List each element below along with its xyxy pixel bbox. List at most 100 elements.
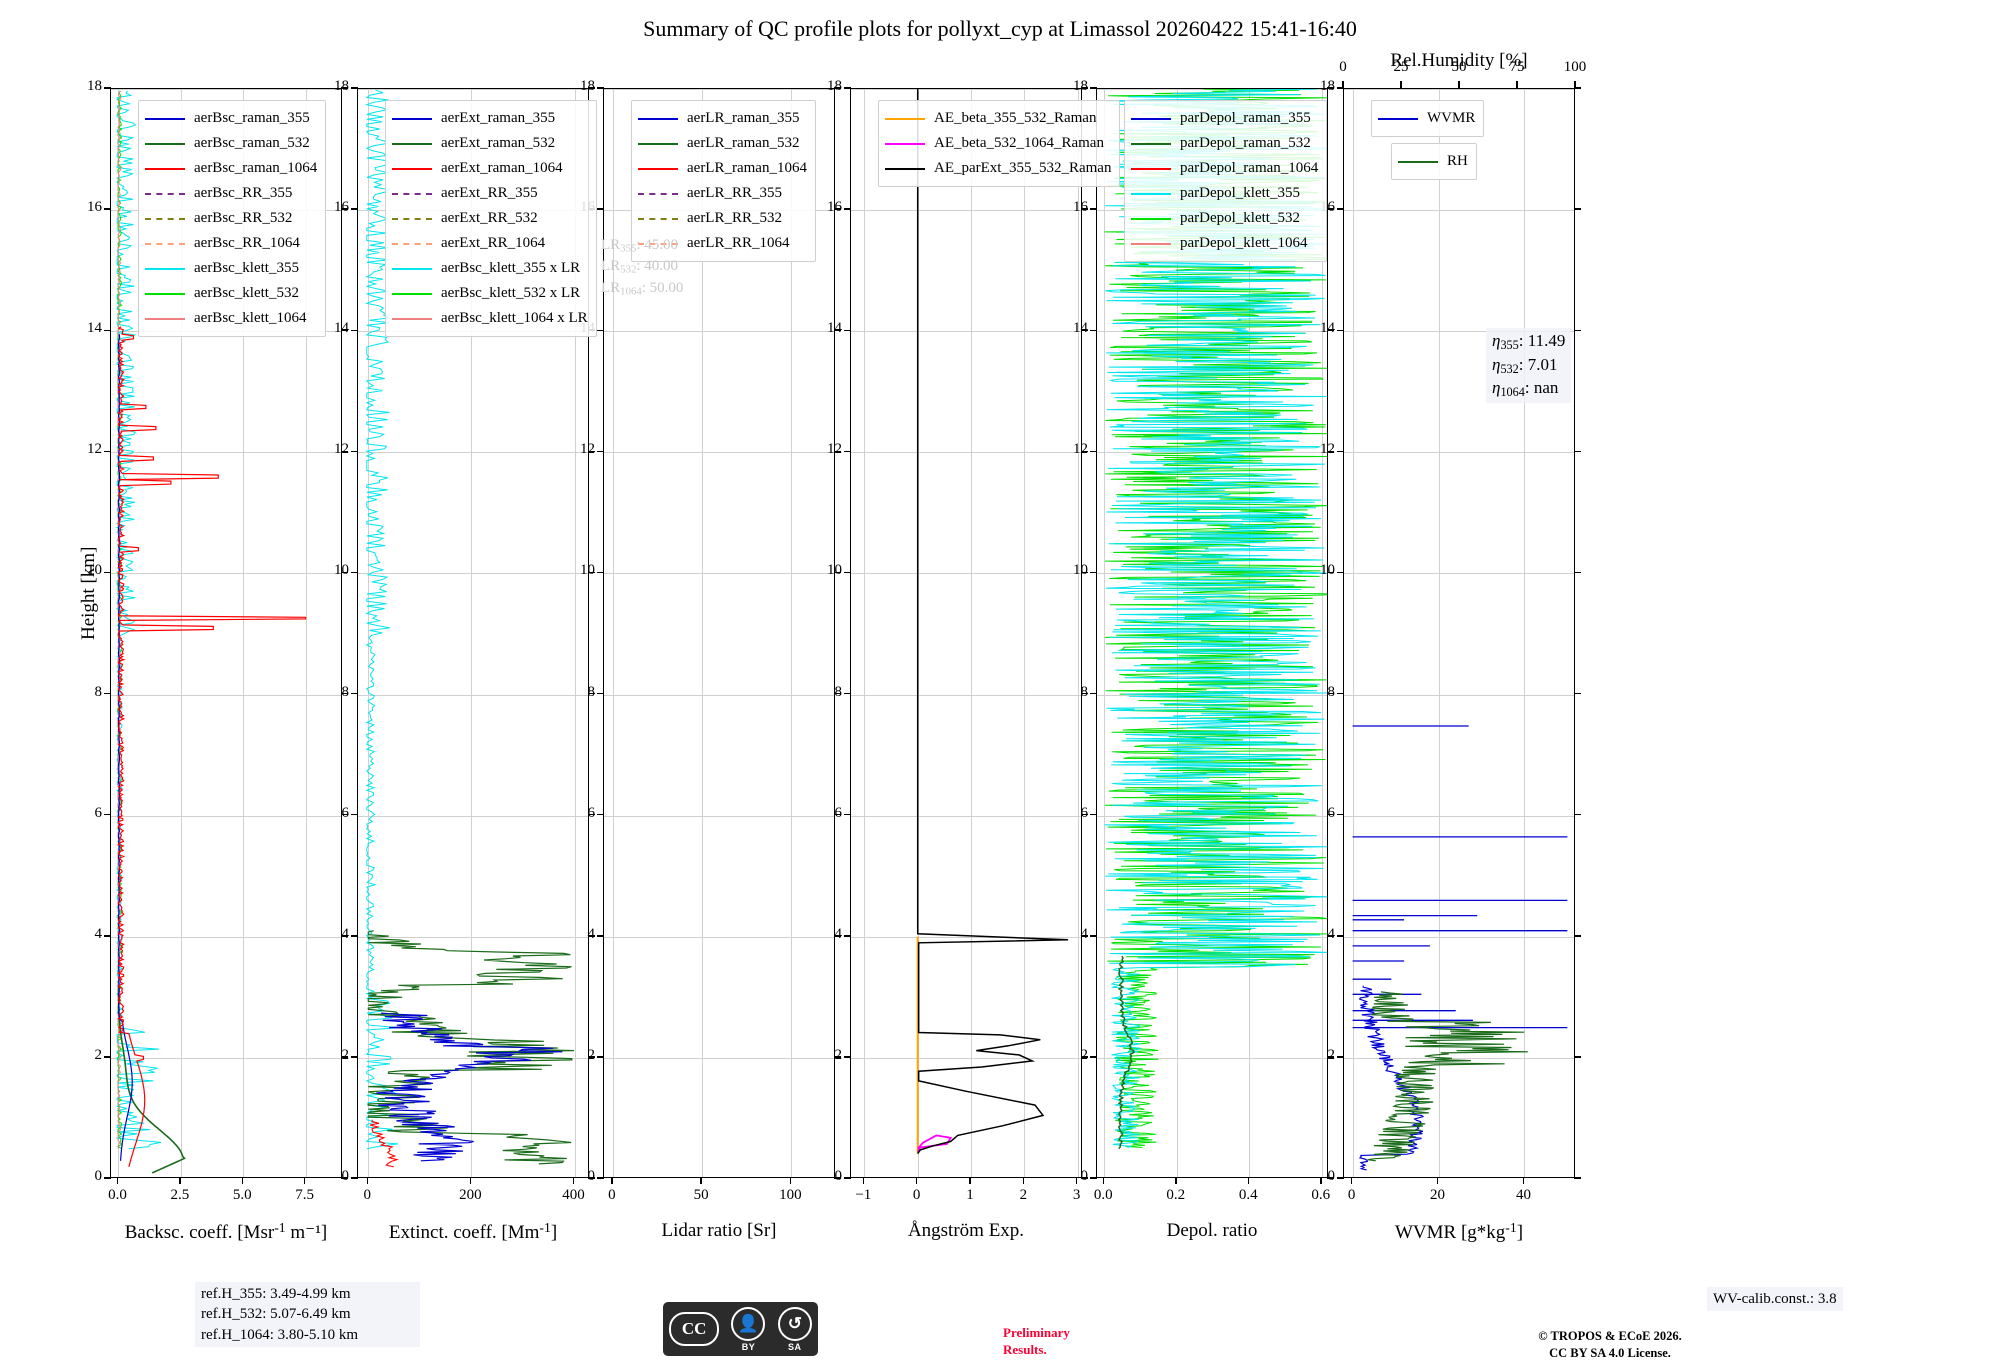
legend-item[interactable]: aerLR_RR_532 [638,206,807,231]
legend-item[interactable]: aerBsc_raman_1064 [145,156,317,181]
legend-item[interactable]: aerExt_raman_532 [392,131,588,156]
legend-item[interactable]: WVMR [1378,106,1475,131]
y-tick-mark [834,692,841,695]
legend-item[interactable]: aerExt_RR_1064 [392,231,588,256]
legend-label: AE_beta_355_532_Raman [934,110,1097,126]
y-tick-mark [1081,935,1088,937]
y-tick-mark [1090,935,1097,937]
legend-item[interactable]: AE_beta_532_1064_Raman [885,131,1111,156]
legend-color-swatch [145,167,185,170]
legend-item[interactable]: aerBsc_RR_355 [145,181,317,206]
legend-item[interactable]: aerBsc_raman_355 [145,106,317,131]
legend-item[interactable]: aerExt_raman_355 [392,106,588,131]
cc-by-label: BY [741,1341,756,1352]
legend-item[interactable]: aerBsc_RR_532 [145,206,317,231]
legend-item[interactable]: AE_beta_355_532_Raman [885,106,1111,131]
y-tick-label: 2 [834,1046,843,1063]
legend-item[interactable]: aerBsc_klett_355 x LR [392,256,588,281]
legend-label: parDepol_raman_1064 [1180,160,1319,176]
legend-item[interactable]: parDepol_klett_532 [1131,206,1318,231]
y-tick-mark [1337,329,1344,332]
x-tick-mark [116,1177,119,1184]
legend-color-swatch [145,267,185,270]
y-tick-mark [104,329,111,332]
legend-label: aerLR_raman_532 [687,135,800,151]
gridline-horizontal [604,694,834,696]
legend-color-swatch [145,292,185,295]
legend-wvmr-rh[interactable]: RH [1391,143,1477,180]
legend-item[interactable]: aerExt_RR_355 [392,181,588,206]
legend-item[interactable]: AE_parExt_355_532_Raman [885,156,1111,181]
legend-depol-ratio[interactable]: parDepol_raman_355 parDepol_raman_532 parD… [1124,100,1328,262]
y-tick-mark [351,935,358,937]
gridline-vertical [471,89,473,1177]
legend-wvmr[interactable]: WVMR [1371,100,1485,137]
x-tick-label: 0 [912,1187,921,1203]
legend-item[interactable]: aerLR_raman_532 [638,131,807,156]
gridline-horizontal [604,815,834,817]
y-tick-mark [1337,813,1344,816]
y-tick-label: 6 [587,804,596,821]
x-tick-label: 0.0 [1093,1187,1113,1203]
legend-item[interactable]: RH [1398,149,1468,174]
legend-extinction[interactable]: aerExt_raman_355 aerExt_raman_532 aerExt_r… [385,100,597,337]
cc-license-badge[interactable]: CC 👤 BY ↺ SA [663,1302,818,1356]
legend-label: parDepol_raman_532 [1180,135,1311,151]
y-tick-mark [597,813,604,816]
eta-annotation-line: η355: 11.49 [1492,331,1566,353]
legend-item[interactable]: parDepol_raman_1064 [1131,156,1318,181]
y-tick-mark [834,208,841,210]
legend-item[interactable]: aerBsc_RR_1064 [145,231,317,256]
legend-color-swatch [145,142,185,145]
y-tick-mark [1337,1177,1344,1179]
legend-item[interactable]: aerBsc_klett_532 [145,281,317,306]
y-tick-label: 16 [1073,199,1088,216]
y-tick-mark [1090,813,1097,816]
legend-item[interactable]: aerBsc_klett_532 x LR [392,281,588,306]
legend-item[interactable]: aerExt_RR_532 [392,206,588,231]
y-tick-label: 2 [587,1046,596,1063]
y-tick-label: 12 [1073,441,1088,458]
legend-label: parDepol_raman_355 [1180,110,1311,126]
legend-item[interactable]: aerExt_raman_1064 [392,156,588,181]
y-tick-mark [1574,692,1581,695]
legend-item[interactable]: aerBsc_klett_1064 x LR [392,306,588,331]
legend-label: aerBsc_klett_355 x LR [441,260,581,276]
legend-item[interactable]: aerBsc_klett_355 [145,256,317,281]
legend-angstrom[interactable]: AE_beta_355_532_Raman AE_beta_532_1064_Ra… [878,100,1121,187]
legend-lidar-ratio[interactable]: aerLR_raman_355 aerLR_raman_532 aerLR_rama… [631,100,816,262]
legend-label: aerLR_RR_532 [687,210,782,226]
gridline-horizontal [111,573,341,575]
legend-color-swatch [1131,142,1171,145]
legend-item[interactable]: parDepol_raman_532 [1131,131,1318,156]
legend-item[interactable]: parDepol_klett_355 [1131,181,1318,206]
lr-assumed-annotation: LR355: 45.00 LR532: 40.00 LR1064: 50.00 [595,233,689,301]
legend-item[interactable]: parDepol_raman_355 [1131,106,1318,131]
ref-height-1064: ref.H_1064: 3.80-5.10 km [201,1326,359,1343]
legend-backscatter[interactable]: aerBsc_raman_355 aerBsc_raman_532 aerBsc_r… [138,100,327,337]
legend-color-swatch [638,142,678,145]
eta-annotation-line: η532: 7.01 [1492,354,1558,376]
legend-item[interactable]: aerLR_RR_1064 [638,231,807,256]
y-tick-mark [597,692,604,695]
y-tick-mark [1574,935,1581,937]
gridline-vertical [1024,89,1026,1177]
legend-item[interactable]: aerLR_raman_1064 [638,156,807,181]
y-tick-mark [341,87,348,89]
y-tick-mark [597,571,604,574]
top-x-tick-label: 25 [1393,59,1409,75]
y-tick-mark [1081,1056,1088,1058]
x-tick-label: 0.2 [1166,1187,1186,1203]
y-tick-mark [588,813,595,816]
legend-item[interactable]: parDepol_klett_1064 [1131,231,1318,256]
y-tick-label: 2 [94,1046,103,1063]
legend-item[interactable]: aerLR_RR_355 [638,181,807,206]
legend-item[interactable]: aerBsc_raman_532 [145,131,317,156]
y-tick-mark [1574,1056,1581,1058]
y-tick-mark [834,571,841,574]
legend-color-swatch [1378,117,1418,120]
gridline-horizontal [851,936,1081,938]
legend-item[interactable]: aerLR_raman_355 [638,106,807,131]
legend-item[interactable]: aerBsc_klett_1064 [145,306,317,331]
y-tick-label: 8 [587,683,596,700]
